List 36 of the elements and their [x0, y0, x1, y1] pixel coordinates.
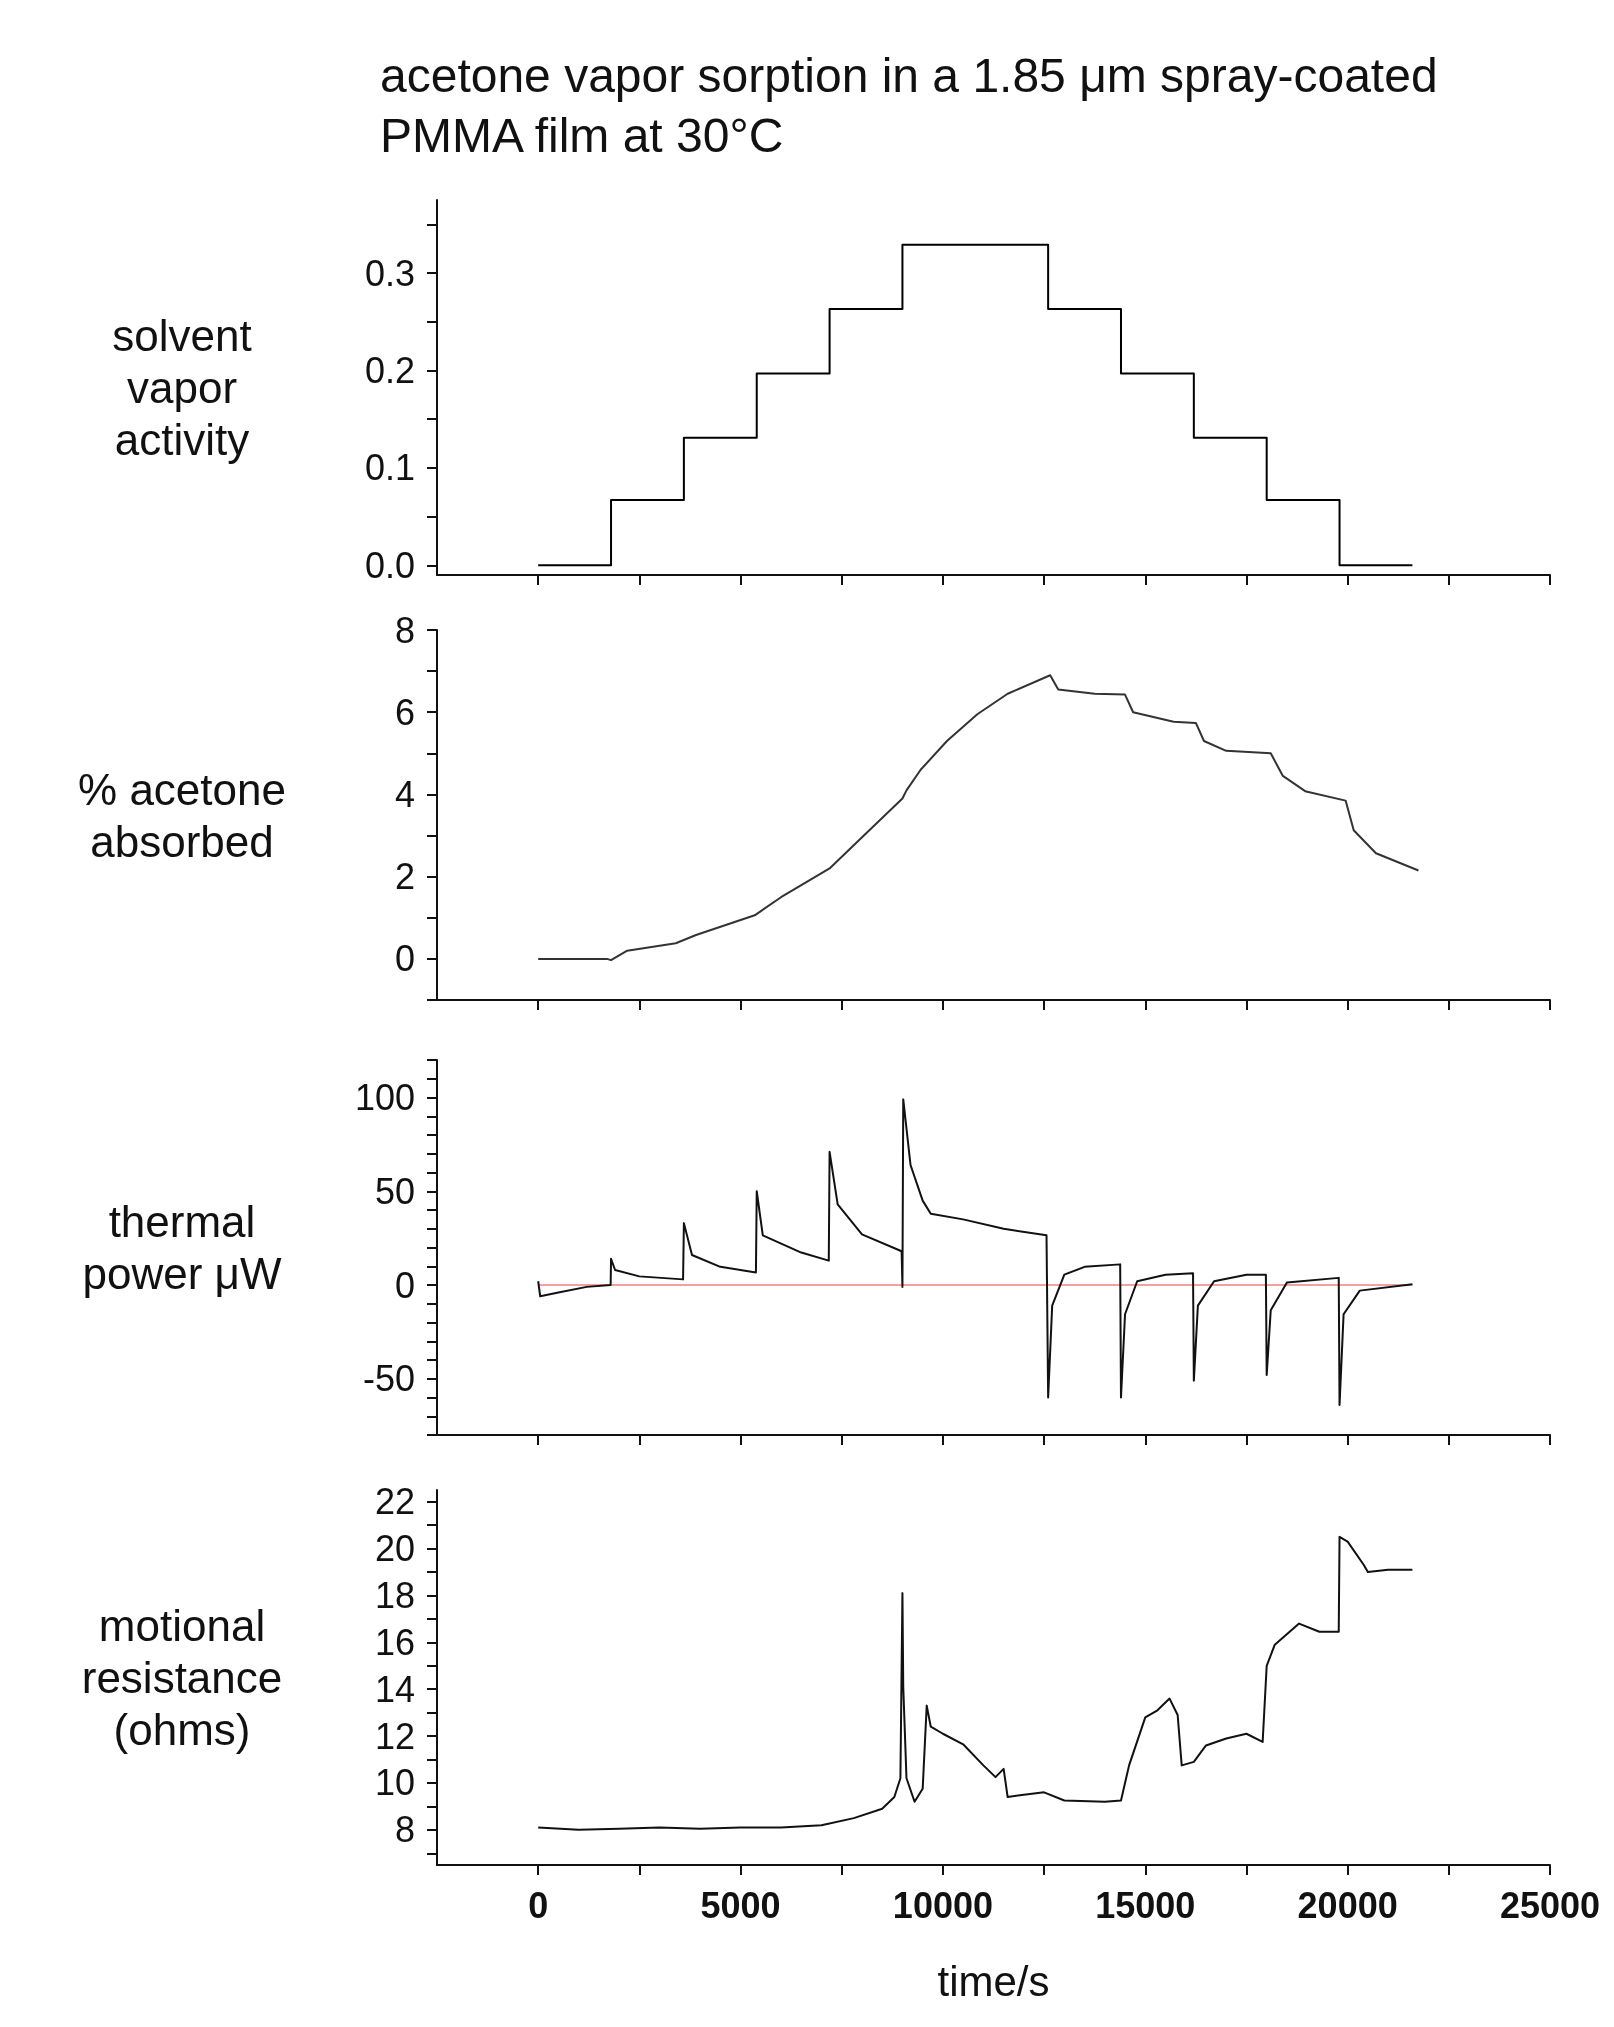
- y-tick-label: 50: [374, 1170, 415, 1212]
- chart-title: acetone vapor sorption in a 1.85 μm spray-coated PMMA film at 30°C: [380, 48, 1451, 162]
- y-axis-title: solvent vapor activity: [112, 311, 252, 464]
- y-tick-label: 6: [394, 691, 415, 733]
- y-tick-label: 8: [394, 1809, 415, 1851]
- y-tick-label: 12: [374, 1715, 415, 1757]
- y-tick-label: 0.1: [364, 447, 415, 489]
- x-tick-label: 5000: [700, 1884, 781, 1926]
- y-tick-label: 16: [374, 1621, 415, 1663]
- x-tick-label: 20000: [1297, 1884, 1398, 1926]
- x-tick-label: 15000: [1095, 1884, 1196, 1926]
- y-tick-label: 22: [374, 1481, 415, 1523]
- y-axis-title: thermal power μW: [82, 1197, 282, 1298]
- y-tick-label: 0.3: [364, 252, 415, 294]
- y-tick-label: 8: [394, 609, 415, 651]
- x-tick-label: 0: [528, 1884, 549, 1926]
- y-axis-title: % acetone absorbed: [78, 764, 286, 866]
- y-tick-label: 100: [354, 1077, 415, 1118]
- y-tick-label: 18: [374, 1574, 415, 1616]
- y-tick-label: 14: [374, 1668, 415, 1710]
- line-series: [537, 1535, 1414, 1831]
- y-tick-label: 2: [394, 856, 415, 898]
- x-axis-title: time/s: [937, 1957, 1050, 2005]
- y-tick-label: 10: [374, 1762, 415, 1804]
- y-tick-label: -50: [362, 1358, 415, 1400]
- x-tick-label: 10000: [892, 1884, 993, 1926]
- y-tick-label: 20: [374, 1528, 415, 1570]
- line-series: [537, 1098, 1414, 1406]
- y-tick-label: 0.0: [364, 544, 415, 586]
- y-tick-label: 0.2: [364, 349, 415, 391]
- line-series: [537, 674, 1420, 962]
- x-tick-label: 25000: [1499, 1884, 1601, 1926]
- y-axis-title: motional resistance (ohms): [81, 1601, 283, 1754]
- y-tick-label: 4: [394, 773, 415, 815]
- y-tick-label: 0: [394, 1264, 415, 1306]
- y-tick-label: 0: [394, 938, 415, 980]
